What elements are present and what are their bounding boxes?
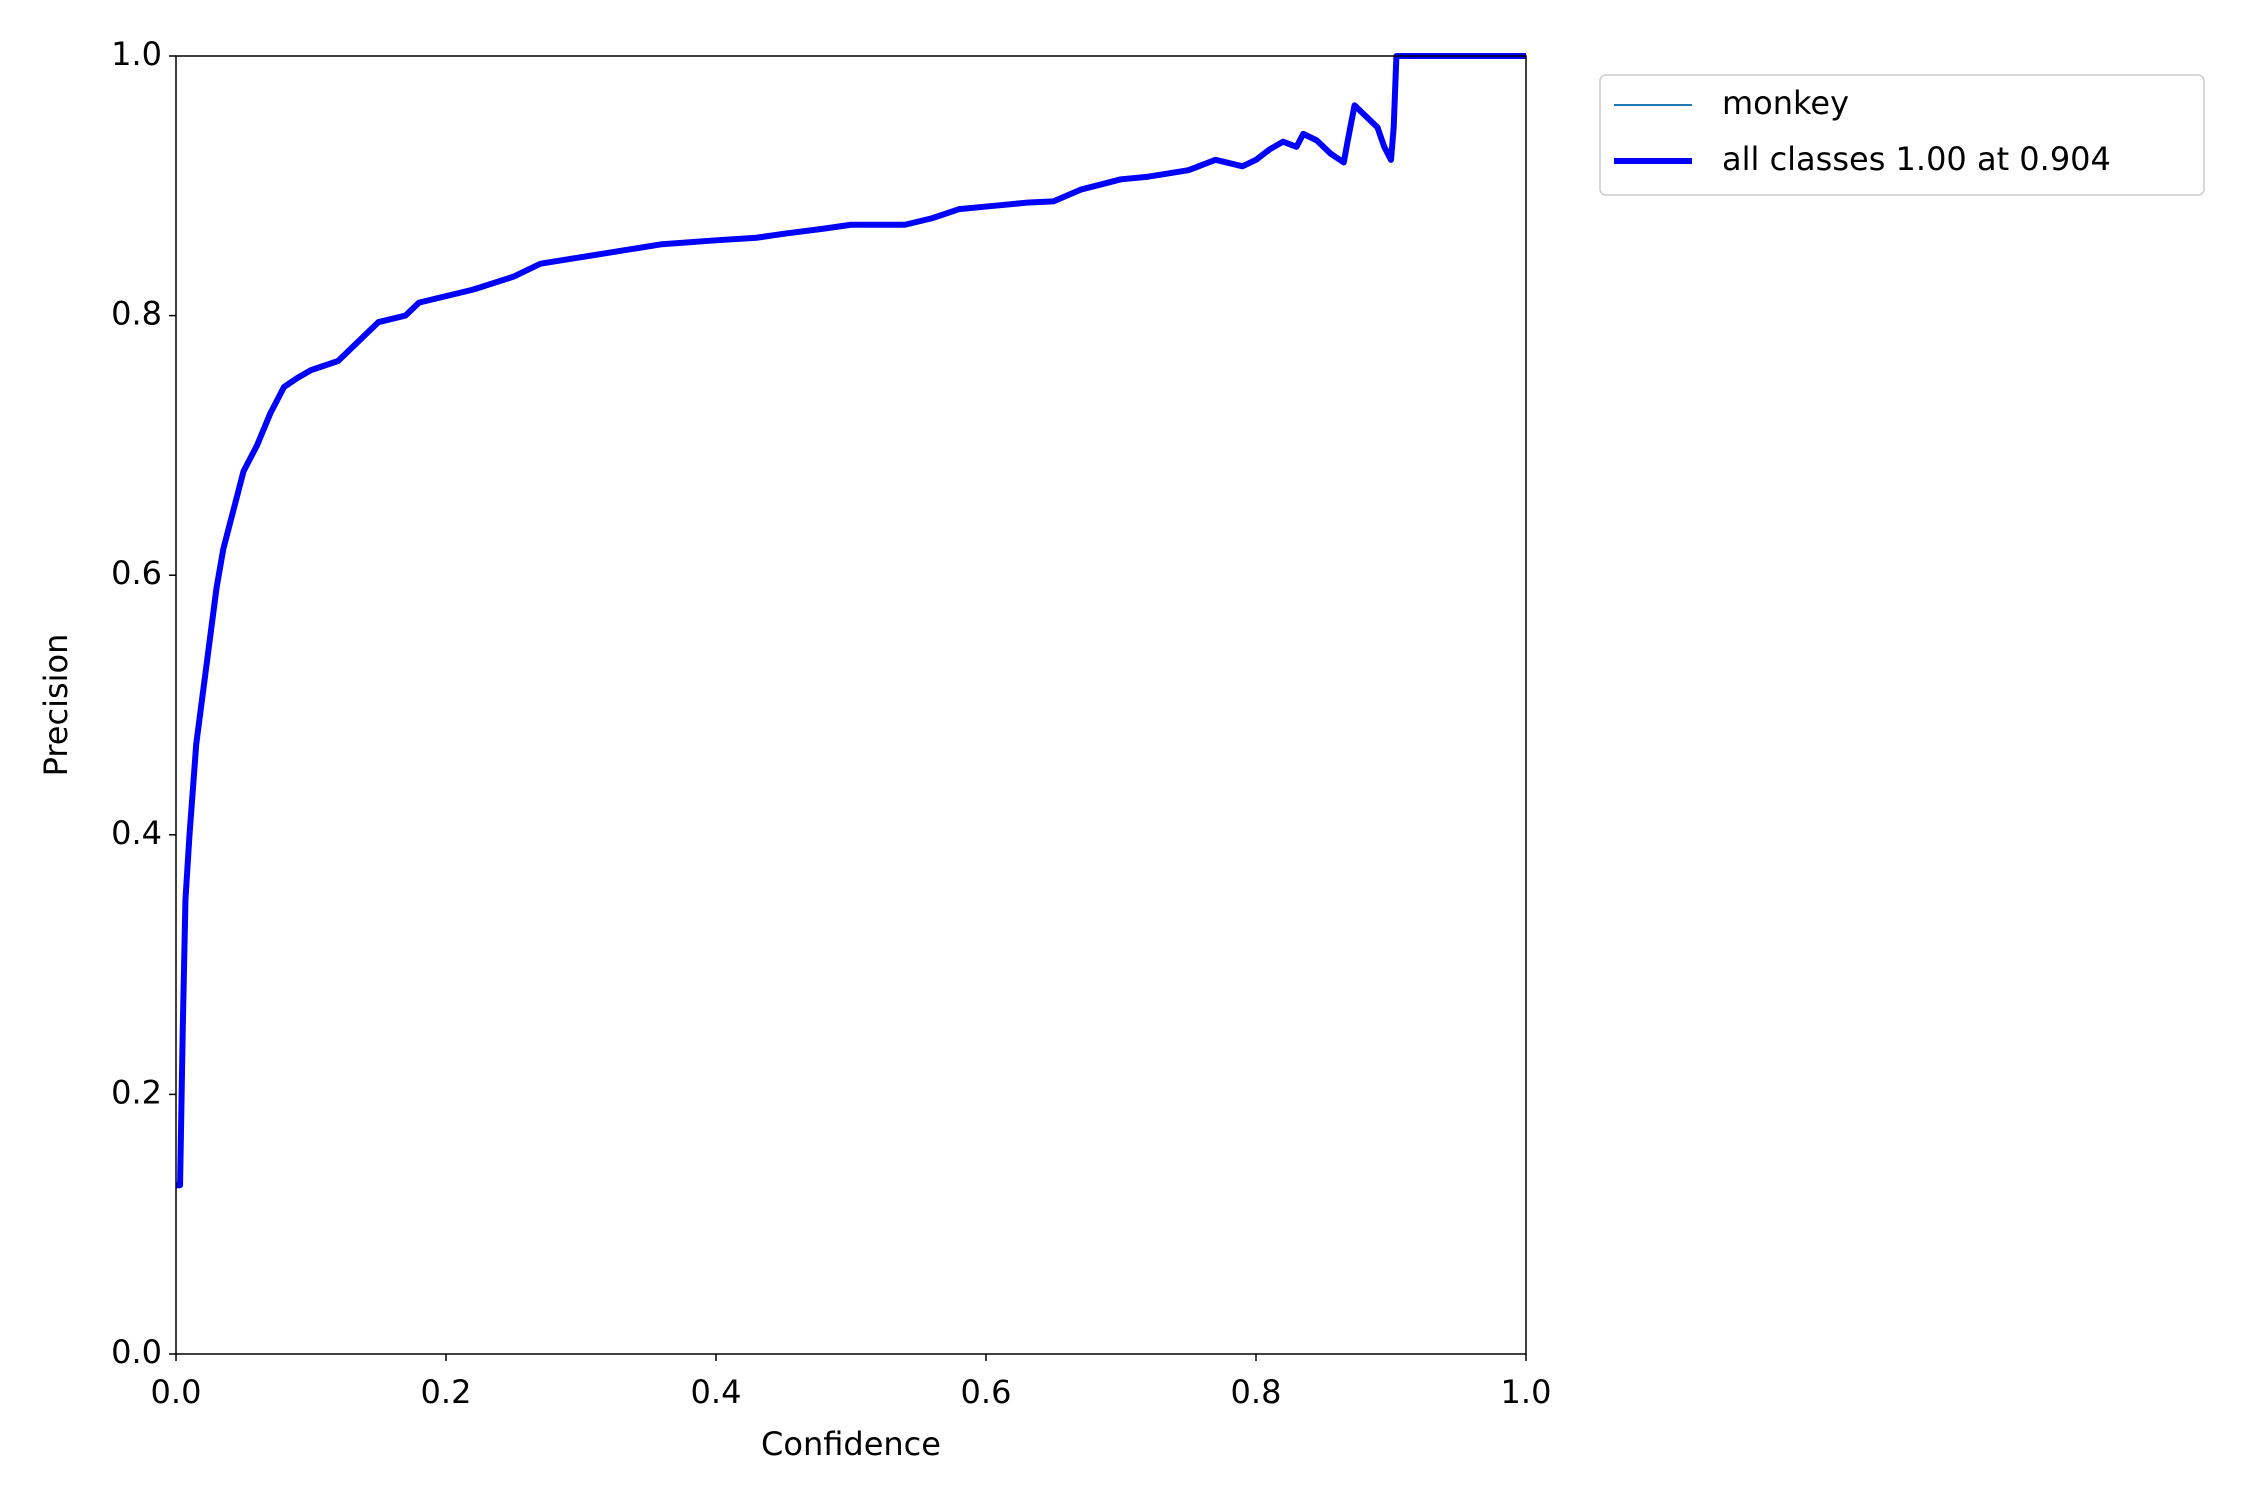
x-tick-label: 0.0 bbox=[151, 1373, 202, 1411]
y-tick-label: 0.2 bbox=[111, 1073, 162, 1111]
data-line bbox=[176, 53, 1526, 1189]
x-tick-label: 1.0 bbox=[1501, 1373, 1552, 1411]
y-tick-label: 0.8 bbox=[111, 295, 162, 333]
x-tick-label: 0.4 bbox=[691, 1373, 742, 1411]
x-tick-label: 0.6 bbox=[961, 1373, 1012, 1411]
x-axis-label: Confidence bbox=[761, 1425, 941, 1463]
y-axis-label: Precision bbox=[37, 634, 75, 777]
y-tick-label: 0.4 bbox=[111, 814, 162, 852]
x-tick-label: 0.2 bbox=[421, 1373, 472, 1411]
y-tick-label: 0.0 bbox=[111, 1333, 162, 1371]
legend-label: monkey bbox=[1722, 84, 1849, 122]
legend-box bbox=[1599, 74, 2205, 196]
y-tick-label: 1.0 bbox=[111, 35, 162, 73]
plot-frame bbox=[175, 55, 1527, 1355]
x-tick-label: 0.8 bbox=[1231, 1373, 1282, 1411]
y-tick-label: 0.6 bbox=[111, 554, 162, 592]
legend-label: all classes 1.00 at 0.904 bbox=[1722, 140, 2111, 178]
